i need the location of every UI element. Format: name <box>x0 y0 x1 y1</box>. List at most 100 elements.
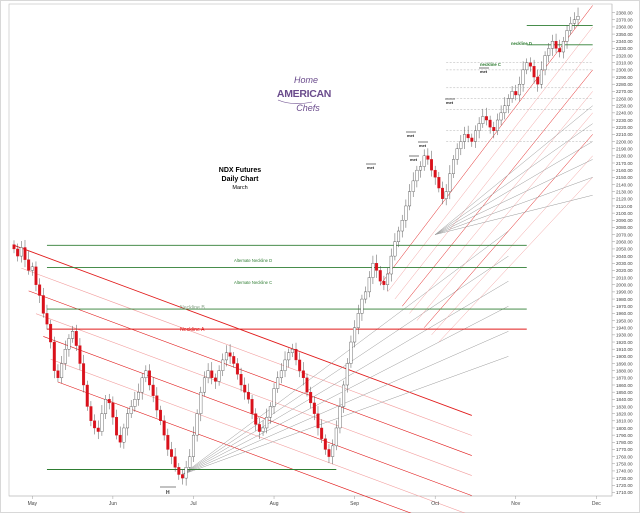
price-tick-label: 1900.00 <box>616 354 633 359</box>
candle-body <box>23 247 27 260</box>
price-tick-label: 1790.00 <box>616 433 633 438</box>
price-tick-label: 2300.00 <box>616 68 633 73</box>
candle-body <box>488 119 492 128</box>
candle-body <box>514 91 518 96</box>
price-tick-label: 1980.00 <box>616 297 633 302</box>
candle-body <box>118 434 122 443</box>
candle-body <box>338 406 342 429</box>
uptrend-channel-line <box>416 112 593 321</box>
candle-body <box>93 420 97 429</box>
price-tick-label: 2010.00 <box>616 275 633 280</box>
price-tick-label: 2190.00 <box>616 146 633 151</box>
candle-body <box>331 445 335 457</box>
candle-body <box>34 266 38 285</box>
uptrend-channel-line <box>380 5 593 285</box>
candle-body <box>550 41 554 49</box>
svg-text:Home: Home <box>294 75 318 85</box>
candle-body <box>411 180 415 192</box>
candle-body <box>49 323 53 343</box>
uptrend-channel-line <box>424 134 593 328</box>
candle-body <box>430 159 434 171</box>
price-tick-label: 2130.00 <box>616 189 633 194</box>
candle-body <box>217 370 221 382</box>
chart-title-line2: Daily Chart <box>221 176 259 183</box>
price-axis: 2380.00 2370.00 2360.00 2350.00 2340.00 2330.… <box>612 10 633 495</box>
uptrend-channel-line <box>402 69 593 307</box>
candle-body <box>477 123 481 131</box>
fan-line <box>182 230 509 475</box>
uptrend-fan-line <box>435 159 593 235</box>
svg-text:Chefs: Chefs <box>296 103 320 113</box>
trendline-layer <box>13 5 593 513</box>
met-label: met <box>480 69 488 74</box>
candle-body <box>342 384 346 407</box>
price-tick-label: 2030.00 <box>616 261 633 266</box>
price-tick-label: 1840.00 <box>616 397 633 402</box>
candle-body <box>115 417 119 436</box>
price-tick-label: 1710.00 <box>616 490 633 495</box>
candle-body <box>353 327 357 343</box>
candle-body <box>404 205 408 221</box>
chart-title: NDX Futures Daily Chart March <box>200 166 280 193</box>
price-tick-label: 2260.00 <box>616 96 633 101</box>
uptrend-fan-line <box>435 105 593 235</box>
price-tick-label: 1890.00 <box>616 361 633 366</box>
candle-body <box>441 187 444 199</box>
met-label: met <box>419 143 427 148</box>
candle-body <box>334 427 338 447</box>
candle-body <box>82 363 86 386</box>
candle-body <box>320 427 324 439</box>
candle-body <box>309 391 313 404</box>
price-tick-label: 2040.00 <box>616 254 633 259</box>
neckline-b-label: Neckline B <box>180 305 205 311</box>
candle-body <box>173 456 177 468</box>
candle-body <box>287 352 291 361</box>
price-tick-label: 1940.00 <box>616 326 633 331</box>
candle-body <box>481 116 485 124</box>
downtrend-channel-line <box>35 313 472 476</box>
time-tick-label: May <box>28 501 38 507</box>
candle-body <box>419 166 423 171</box>
time-axis: May Jun Jul Aug Sep Oct Nov Dec <box>28 496 601 507</box>
candle-body <box>452 159 455 174</box>
candle-body <box>393 241 397 257</box>
candle-body <box>521 69 525 85</box>
candle-body <box>181 474 184 479</box>
price-tick-label: 2240.00 <box>616 111 633 116</box>
candle-body <box>254 413 258 425</box>
candle-body <box>74 331 78 346</box>
candle-body <box>250 399 254 414</box>
candle-body <box>170 449 173 457</box>
h-label: H <box>166 490 170 496</box>
candle-body <box>422 155 426 167</box>
price-tick-label: 2380.00 <box>616 10 633 15</box>
candle-body <box>360 298 364 314</box>
price-tick-label: 2020.00 <box>616 268 633 273</box>
price-tick-label: 2070.00 <box>616 232 633 237</box>
american-chefs-logo: Home AMERICAN Chefs <box>277 75 331 113</box>
candle-body <box>52 341 56 371</box>
candle-body <box>45 313 49 325</box>
candle-body <box>561 41 565 53</box>
time-tick-label: Oct <box>431 501 439 507</box>
price-tick-label: 2090.00 <box>616 218 633 223</box>
candle-body <box>41 295 45 314</box>
candle-body <box>528 62 532 67</box>
candle-body <box>565 30 569 42</box>
downtrend-channel-line <box>43 336 472 496</box>
candle-body <box>558 48 562 53</box>
uptrend-channel-line <box>387 26 593 293</box>
candle-body <box>301 370 305 379</box>
candle-body <box>257 424 261 432</box>
candle-body <box>177 467 181 475</box>
candle-body <box>510 91 514 99</box>
candle-body <box>206 370 210 379</box>
neckline-d-label: neckline D <box>511 41 532 46</box>
candle-body <box>184 467 188 479</box>
candle-body <box>305 377 309 393</box>
price-tick-label: 1760.00 <box>616 454 633 459</box>
alt-neckline-d-label: Alternate Neckline D <box>234 258 272 263</box>
price-tick-label: 2060.00 <box>616 240 633 245</box>
candle-body <box>159 409 162 421</box>
